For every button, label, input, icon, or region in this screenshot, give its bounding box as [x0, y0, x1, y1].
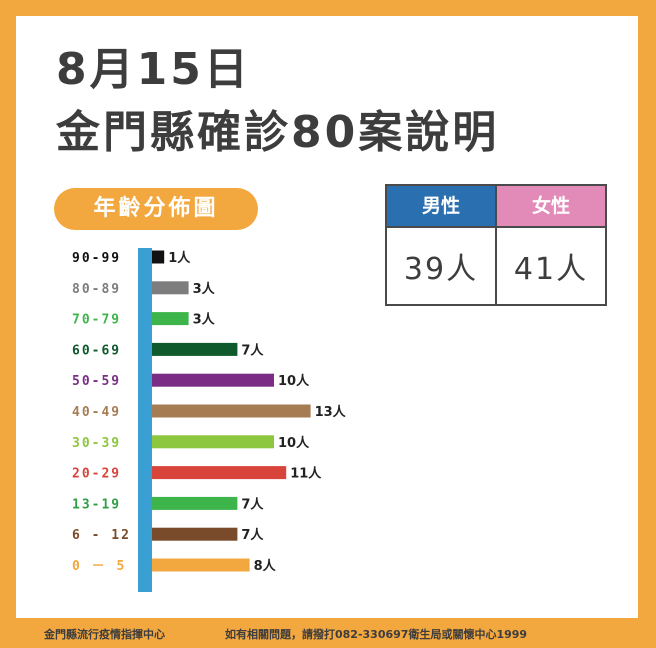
- age-bar: [152, 250, 165, 264]
- age-bar: [152, 527, 238, 541]
- category-label: 90-99: [72, 251, 121, 266]
- male-column: 男性 39人: [387, 186, 495, 304]
- female-column: 女性 41人: [495, 186, 605, 304]
- category-label: 0 － 5: [72, 559, 126, 574]
- bar-value-label: 7人: [241, 496, 264, 512]
- category-label: 6 - 12: [72, 528, 131, 543]
- bar-value-label: 10人: [278, 435, 310, 451]
- bar-value-label: 3人: [193, 281, 216, 297]
- main-title: 金門縣確診80案說明: [56, 107, 500, 158]
- category-label: 13-19: [72, 497, 121, 512]
- age-bar: [152, 312, 189, 326]
- footer: 金門縣流行疫情指揮中心 如有相關問題，請撥打082-330697衛生局或關懷中心…: [0, 622, 656, 648]
- age-bar: [152, 404, 311, 418]
- chart-axis: [138, 248, 152, 592]
- category-label: 40-49: [72, 405, 121, 420]
- category-label: 50-59: [72, 374, 121, 389]
- age-bar: [152, 496, 238, 510]
- poster-panel: [16, 16, 638, 618]
- bar-value-label: 10人: [278, 373, 310, 389]
- bar-value-label: 1人: [168, 250, 191, 266]
- bar-value-label: 7人: [241, 342, 264, 358]
- category-label: 60-69: [72, 343, 121, 358]
- gender-table: 男性 39人 女性 41人: [385, 184, 607, 306]
- category-label: 30-39: [72, 436, 121, 451]
- section-label-pill: 年齡分佈圖: [54, 188, 258, 230]
- age-bar: [152, 466, 287, 480]
- footer-contact: 如有相關問題，請撥打082-330697衛生局或關懷中心1999: [225, 628, 528, 641]
- bar-value-label: 3人: [193, 312, 216, 328]
- bar-value-label: 11人: [290, 466, 322, 482]
- bar-value-label: 7人: [241, 527, 264, 543]
- category-label: 20-29: [72, 467, 121, 482]
- age-bar: [152, 558, 250, 572]
- age-bar: [152, 342, 238, 356]
- date-title: 8月15日: [56, 44, 251, 95]
- male-header: 男性: [387, 186, 495, 226]
- age-bar: [152, 373, 274, 387]
- bar-value-label: 8人: [254, 558, 277, 574]
- bar-value-label: 13人: [315, 404, 347, 420]
- female-count: 41人: [497, 226, 605, 304]
- age-bar: [152, 435, 274, 449]
- category-label: 70-79: [72, 313, 121, 328]
- male-count: 39人: [387, 226, 495, 304]
- female-header: 女性: [497, 186, 605, 226]
- age-bar: [152, 281, 189, 295]
- category-label: 80-89: [72, 282, 121, 297]
- footer-organization: 金門縣流行疫情指揮中心: [44, 628, 165, 641]
